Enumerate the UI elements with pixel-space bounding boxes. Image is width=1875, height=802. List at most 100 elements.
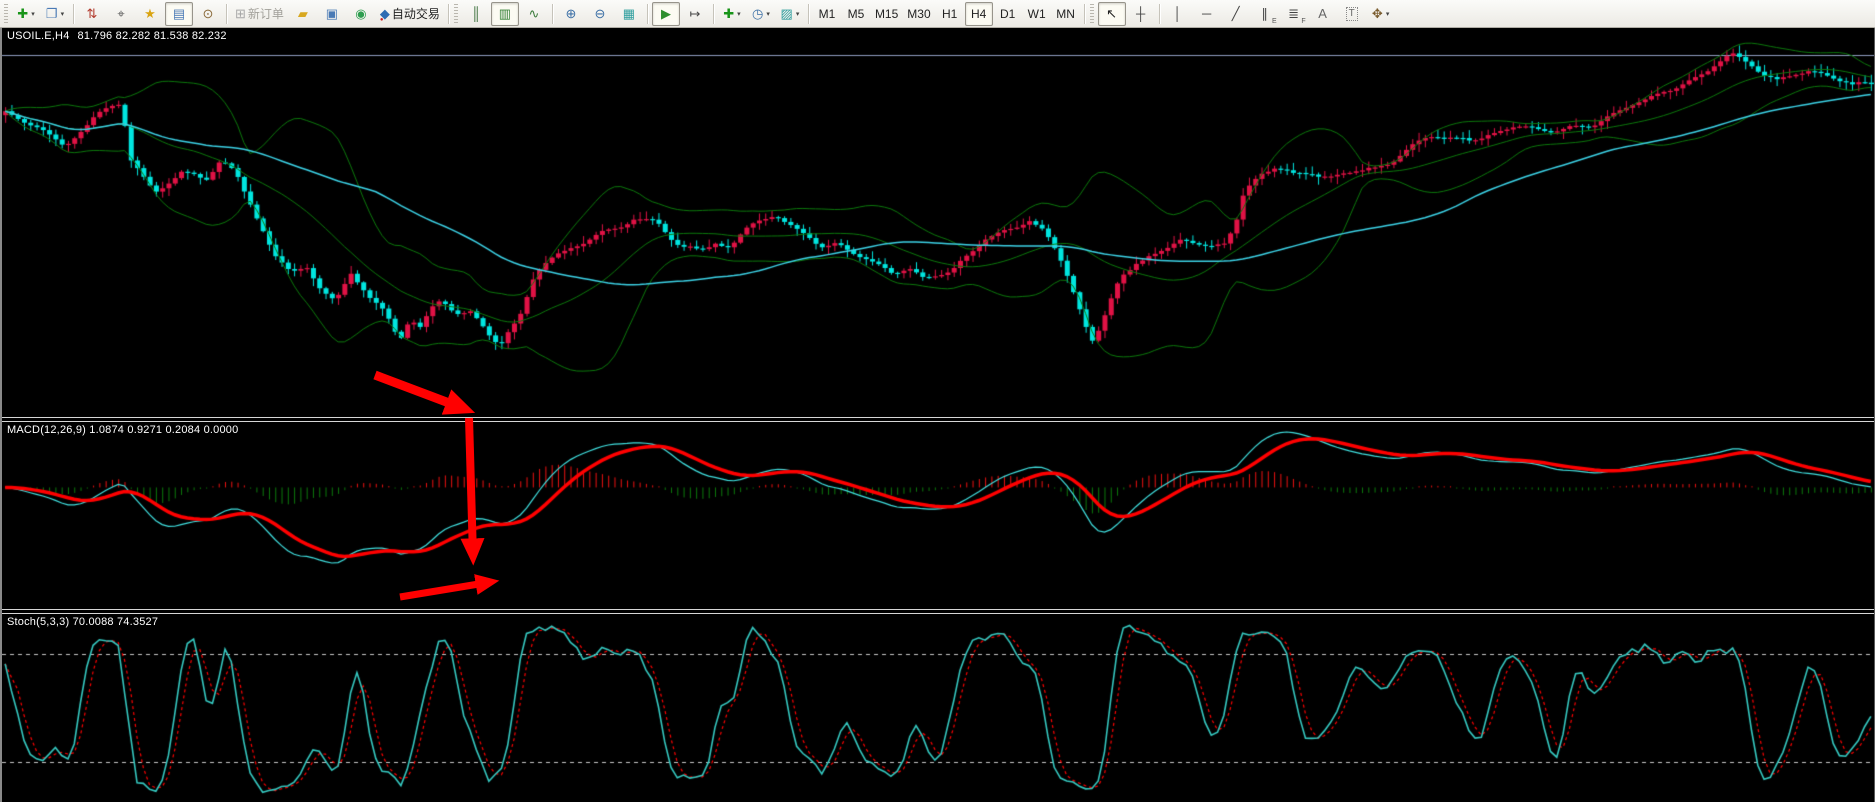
bar-chart-mode[interactable]: ║: [462, 2, 490, 26]
periods[interactable]: ◷ ▾: [747, 2, 775, 26]
new-chart-dropdown-caret: ▾: [31, 10, 35, 18]
timeframe-m30-label: M30: [907, 6, 931, 21]
templates[interactable]: ▨ ▾: [776, 2, 804, 26]
toolbar-grip: [1089, 3, 1094, 24]
toolbar-separator: [226, 3, 227, 24]
timeframe-h4-label: H4: [970, 6, 987, 21]
data-window[interactable]: ⌖: [107, 2, 135, 26]
signals[interactable]: ◉: [347, 2, 375, 26]
cursor[interactable]: ↖: [1097, 1, 1126, 26]
metaeditor-icon: ▰: [297, 6, 308, 21]
timeframe-h1[interactable]: H1: [936, 2, 964, 26]
toolbar-grip: [453, 3, 458, 24]
tile-windows[interactable]: ▦: [615, 2, 643, 26]
annotation-arrow-1[interactable]: [373, 370, 476, 415]
main-price-chart-canvas[interactable]: [2, 28, 1874, 417]
panel-separator-main-macd[interactable]: [2, 417, 1874, 422]
annotation-arrows-overlay: [373, 370, 500, 601]
candlestick-mode[interactable]: ▥: [490, 1, 519, 26]
terminal-icon: ▤: [172, 6, 186, 21]
navigator-icon: ★: [144, 6, 156, 21]
signals-icon: ◉: [355, 6, 367, 21]
indicators-list[interactable]: ✚ ▾: [718, 2, 746, 26]
auto-trading-label: 自动交易: [391, 7, 440, 21]
indicators-list-dropdown-caret: ▾: [737, 10, 741, 18]
new-chart-icon: ✚: [17, 6, 29, 21]
timeframe-m15[interactable]: M15: [871, 2, 902, 26]
timeframe-m5-label: M5: [847, 6, 865, 21]
chart-shift-icon: ↦: [689, 6, 701, 21]
ohlc-values-label: 81.796 82.282 81.538 82.232: [77, 30, 227, 42]
timeframe-h4[interactable]: H4: [964, 1, 993, 26]
strategy-tester[interactable]: ⊙: [194, 2, 222, 26]
metaeditor[interactable]: ▰: [289, 2, 317, 26]
data-window-icon: ⌖: [117, 6, 125, 21]
new-order-icon: ⊞: [235, 6, 246, 21]
stochastic-indicator-canvas[interactable]: [2, 614, 1874, 802]
chart-profiles[interactable]: ❐ ▾: [41, 2, 69, 26]
text-label-tool[interactable]: T: [1338, 2, 1366, 26]
terminal[interactable]: ▤: [165, 1, 193, 26]
horizontal-line[interactable]: ─: [1193, 2, 1221, 26]
timeframe-m15-label: M15: [874, 6, 899, 21]
timeframe-mn[interactable]: MN: [1052, 2, 1080, 26]
macd-indicator-canvas[interactable]: [2, 422, 1874, 609]
chart-window: USOIL.E,H4 81.796 82.282 81.538 82.232 MA…: [0, 28, 1875, 802]
timeframe-m5[interactable]: M5: [842, 2, 870, 26]
auto-scroll[interactable]: ▶: [651, 1, 680, 26]
annotation-arrow-3[interactable]: [399, 574, 500, 601]
text-tool[interactable]: A: [1309, 2, 1337, 26]
crosshair-icon: ┼: [1136, 6, 1146, 21]
toolbar-separator: [1158, 3, 1160, 24]
timeframe-m1-label: M1: [818, 6, 836, 21]
panel-separator-macd-stoch[interactable]: [2, 609, 1874, 614]
line-chart-mode[interactable]: ∿: [520, 2, 548, 26]
equidistant-channel[interactable]: ∥ E: [1251, 2, 1279, 26]
navigator[interactable]: ★: [136, 2, 164, 26]
zoom-out-icon: ⊖: [594, 6, 606, 21]
text-label-tool-icon: T: [1345, 6, 1358, 21]
mql-community[interactable]: ▣: [318, 2, 346, 26]
crosshair[interactable]: ┼: [1127, 2, 1155, 26]
periods-dropdown-caret: ▾: [766, 10, 770, 18]
toolbar-separator: [73, 3, 74, 24]
vertical-line[interactable]: │: [1164, 2, 1192, 26]
fibonacci-retracement[interactable]: ≣ F: [1280, 2, 1308, 26]
chart-profiles-icon: ❐: [45, 6, 58, 21]
text-tool-icon: A: [1318, 6, 1327, 21]
chart-title-ohlc-label: USOIL.E,H4 81.796 82.282 81.538 82.232: [7, 30, 227, 42]
market-watch[interactable]: ⇅: [78, 2, 106, 26]
toolbar-separator: [712, 3, 714, 24]
periods-icon: ◷: [752, 6, 764, 21]
fibonacci-retracement-icon: ≣: [1288, 6, 1300, 21]
toolbar-separator: [447, 3, 449, 24]
market-watch-icon: ⇅: [86, 6, 98, 21]
fibonacci-retracement-sub-label: F: [1301, 17, 1306, 25]
toolbar-separator: [807, 3, 809, 24]
timeframe-w1[interactable]: W1: [1023, 2, 1051, 26]
equidistant-channel-icon: ∥: [1261, 6, 1268, 21]
auto-trading-icon: ◆: [379, 6, 390, 21]
timeframe-mn-label: MN: [1056, 6, 1075, 21]
line-chart-mode-icon: ∿: [528, 6, 540, 21]
mql-community-icon: ▣: [325, 6, 339, 21]
zoom-out[interactable]: ⊖: [586, 2, 614, 26]
chart-shift[interactable]: ↦: [681, 2, 709, 26]
new-order[interactable]: ⊞ 新订单: [231, 2, 288, 26]
auto-trading[interactable]: ◆ ● 自动交易: [376, 2, 444, 26]
new-order-label: 新订单: [247, 7, 284, 21]
zoom-in[interactable]: ⊕: [557, 2, 585, 26]
timeframe-d1[interactable]: D1: [994, 2, 1022, 26]
equidistant-channel-sub-label: E: [1271, 17, 1277, 25]
timeframe-h1-label: H1: [941, 6, 958, 21]
stochastic-label: Stoch(5,3,3) 70.0088 74.3527: [7, 616, 159, 628]
timeframe-m1[interactable]: M1: [813, 2, 841, 26]
annotation-arrow-2[interactable]: [460, 417, 485, 566]
horizontal-line-icon: ─: [1202, 6, 1212, 21]
macd-label: MACD(12,26,9) 1.0874 0.9271 0.2084 0.000…: [7, 424, 239, 436]
arrow-objects[interactable]: ✥ ▾: [1367, 2, 1395, 26]
trendline[interactable]: ╱: [1222, 2, 1250, 26]
timeframe-m30[interactable]: M30: [903, 2, 934, 26]
new-chart[interactable]: ✚ ▾: [12, 2, 40, 26]
